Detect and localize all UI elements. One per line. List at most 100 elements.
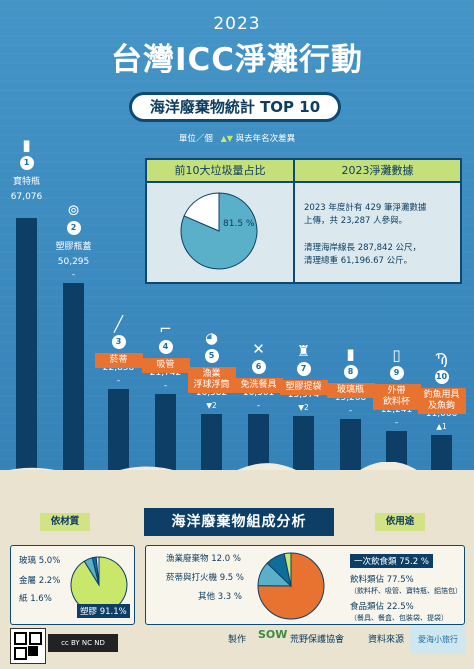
unit-label: 單位／個 (178, 134, 213, 144)
qr-code-icon[interactable] (10, 628, 46, 664)
rank-change-10: ▲1 (436, 422, 447, 431)
value-9: 12,241 (380, 405, 413, 415)
bar-5 (201, 414, 222, 478)
share-pie-chart (180, 192, 258, 270)
label-9: 外帶 飲料杯 (372, 384, 421, 410)
rank-change-6: – (256, 401, 261, 410)
fishhook-icon: Ϡ (435, 350, 448, 368)
label-5: 漁業 浮球浮筒 (187, 367, 236, 393)
rank-7: 7 (296, 362, 311, 376)
rank-change-7: ▼2 (298, 403, 309, 412)
rank-8: 8 (343, 365, 358, 379)
cup-icon: ▯ (392, 346, 401, 364)
summary-panel: 前10大垃圾量占比 2023淨灘數據 81.5 % 2023 年度計有 429 … (145, 158, 462, 284)
poster-year: 2023 (213, 14, 261, 34)
rank-9: 9 (389, 366, 404, 380)
rank-3: 3 (111, 335, 126, 349)
rank-6: 6 (251, 360, 266, 374)
value-4: 21,742 (149, 368, 182, 378)
use-other: 其他 3.3 % (198, 592, 242, 602)
bar-3 (108, 389, 129, 478)
cigarette-icon: ╱ (113, 315, 124, 333)
bar-8 (340, 419, 361, 478)
label-8: 玻璃瓶 (326, 383, 375, 398)
float-icon: ◕ (204, 329, 219, 347)
value-3: 22,858 (102, 363, 135, 373)
pie-slice-3 (283, 552, 292, 587)
bar-10 (431, 435, 452, 478)
rank-2: 2 (66, 221, 81, 235)
rank-change-8: – (348, 406, 353, 415)
bar-7 (293, 416, 314, 478)
use-drink-detail: （飲料杯、吸管、寶特瓶、鋁箔包） (350, 587, 462, 595)
rank-change-3: – (116, 376, 121, 385)
stats-line-3: 清理海岸線長 287,842 公尺， (304, 243, 422, 253)
pie-slice-3 (95, 556, 100, 586)
label-1: 寶特瓶 (12, 177, 40, 187)
label-3: 菸蒂 (94, 353, 143, 368)
rank-change-5: ▼2 (206, 401, 217, 410)
material-glass: 玻璃 5.0% (19, 556, 61, 566)
value-10: 11,066 (425, 409, 458, 419)
bar-6 (248, 414, 269, 478)
by-material-tag: 依材質 (40, 513, 90, 531)
plastic-bag-icon: ♜ (296, 342, 311, 360)
poster-title: 台灣ICC淨灘行動 (110, 42, 364, 78)
material-pie-chart (70, 556, 128, 614)
sow-logo-icon: SOW (258, 628, 288, 641)
use-box: 漁業廢棄物 12.0 % 菸蒂與打火機 9.5 % 其他 3.3 % 一次飲食類… (145, 545, 465, 625)
bottle-cap-icon: ⊚ (67, 201, 80, 219)
value-5: 16,582 (195, 388, 228, 398)
use-cigarette: 菸蒂與打火機 9.5 % (166, 573, 244, 583)
use-food: 食品類佔 22.5% (350, 602, 414, 612)
share-pie-label: 81.5 % (223, 219, 255, 229)
straw-icon: ⌐ (159, 320, 172, 338)
org-name: 荒野保護協會 (290, 635, 345, 645)
top10-pill: 海洋廢棄物統計 TOP 10 (129, 92, 341, 122)
material-paper: 紙 1.6% (19, 594, 52, 604)
label-7: 塑膠提袋 (279, 380, 328, 395)
made-by-label: 製作 (228, 635, 247, 645)
stats-line-4: 清理總重 61,196.67 公斤。 (304, 256, 413, 266)
rank-10: 10 (434, 370, 449, 384)
rank-change-2: – (71, 270, 76, 279)
rank-change-9: – (394, 418, 399, 427)
by-use-tag: 依用途 (375, 513, 425, 531)
value-1: 67,076 (10, 192, 43, 202)
label-4: 吸管 (141, 358, 190, 373)
composition-title: 海洋廢棄物組成分析 (144, 508, 334, 536)
stats-panel-title: 2023淨灘數據 (295, 160, 460, 183)
share-panel-title: 前10大垃圾量占比 (147, 160, 293, 183)
use-pie-chart (257, 552, 325, 620)
use-main: 一次飲食類 75.2 % (350, 554, 433, 568)
label-6: 免洗餐具 (234, 378, 283, 393)
change-label: 與去年名次差異 (235, 134, 296, 144)
rank-change-4: – (163, 381, 168, 390)
bar-1 (16, 218, 37, 478)
label-2: 塑膠瓶蓋 (55, 242, 92, 252)
rank-4: 4 (158, 340, 173, 354)
change-legend-icon: ▲▼ (215, 134, 233, 143)
label-10: 釣魚用具 及魚鉤 (417, 388, 466, 414)
material-box: 玻璃 5.0% 金屬 2.2% 紙 1.6% 塑膠 91.1% (10, 545, 135, 625)
cutlery-icon: ✕ (252, 340, 265, 358)
glass-bottle-icon: ▮ (346, 345, 355, 363)
value-7: 15,974 (287, 390, 320, 400)
bottle-icon: ▮ (22, 136, 31, 154)
pie-slice-1 (183, 192, 220, 232)
value-6: 16,561 (242, 388, 275, 398)
material-metal: 金屬 2.2% (19, 576, 61, 586)
material-plastic: 塑膠 91.1% (77, 604, 130, 618)
value-2: 50,295 (57, 257, 90, 267)
source-label: 資料來源 (368, 635, 405, 645)
pie-slice-0 (180, 192, 258, 270)
rank-1: 1 (19, 156, 34, 170)
bar-4 (155, 394, 176, 478)
use-food-detail: （餐具、餐盒、包裝袋、提袋） (350, 614, 448, 622)
rank-5: 5 (204, 349, 219, 363)
use-drink: 飲料類佔 77.5% (350, 575, 414, 585)
use-fishing: 漁業廢棄物 12.0 % (166, 554, 241, 564)
unit-row: 單位／個 ▲▼ 與去年名次差異 (0, 132, 474, 144)
bar-2 (63, 283, 84, 478)
